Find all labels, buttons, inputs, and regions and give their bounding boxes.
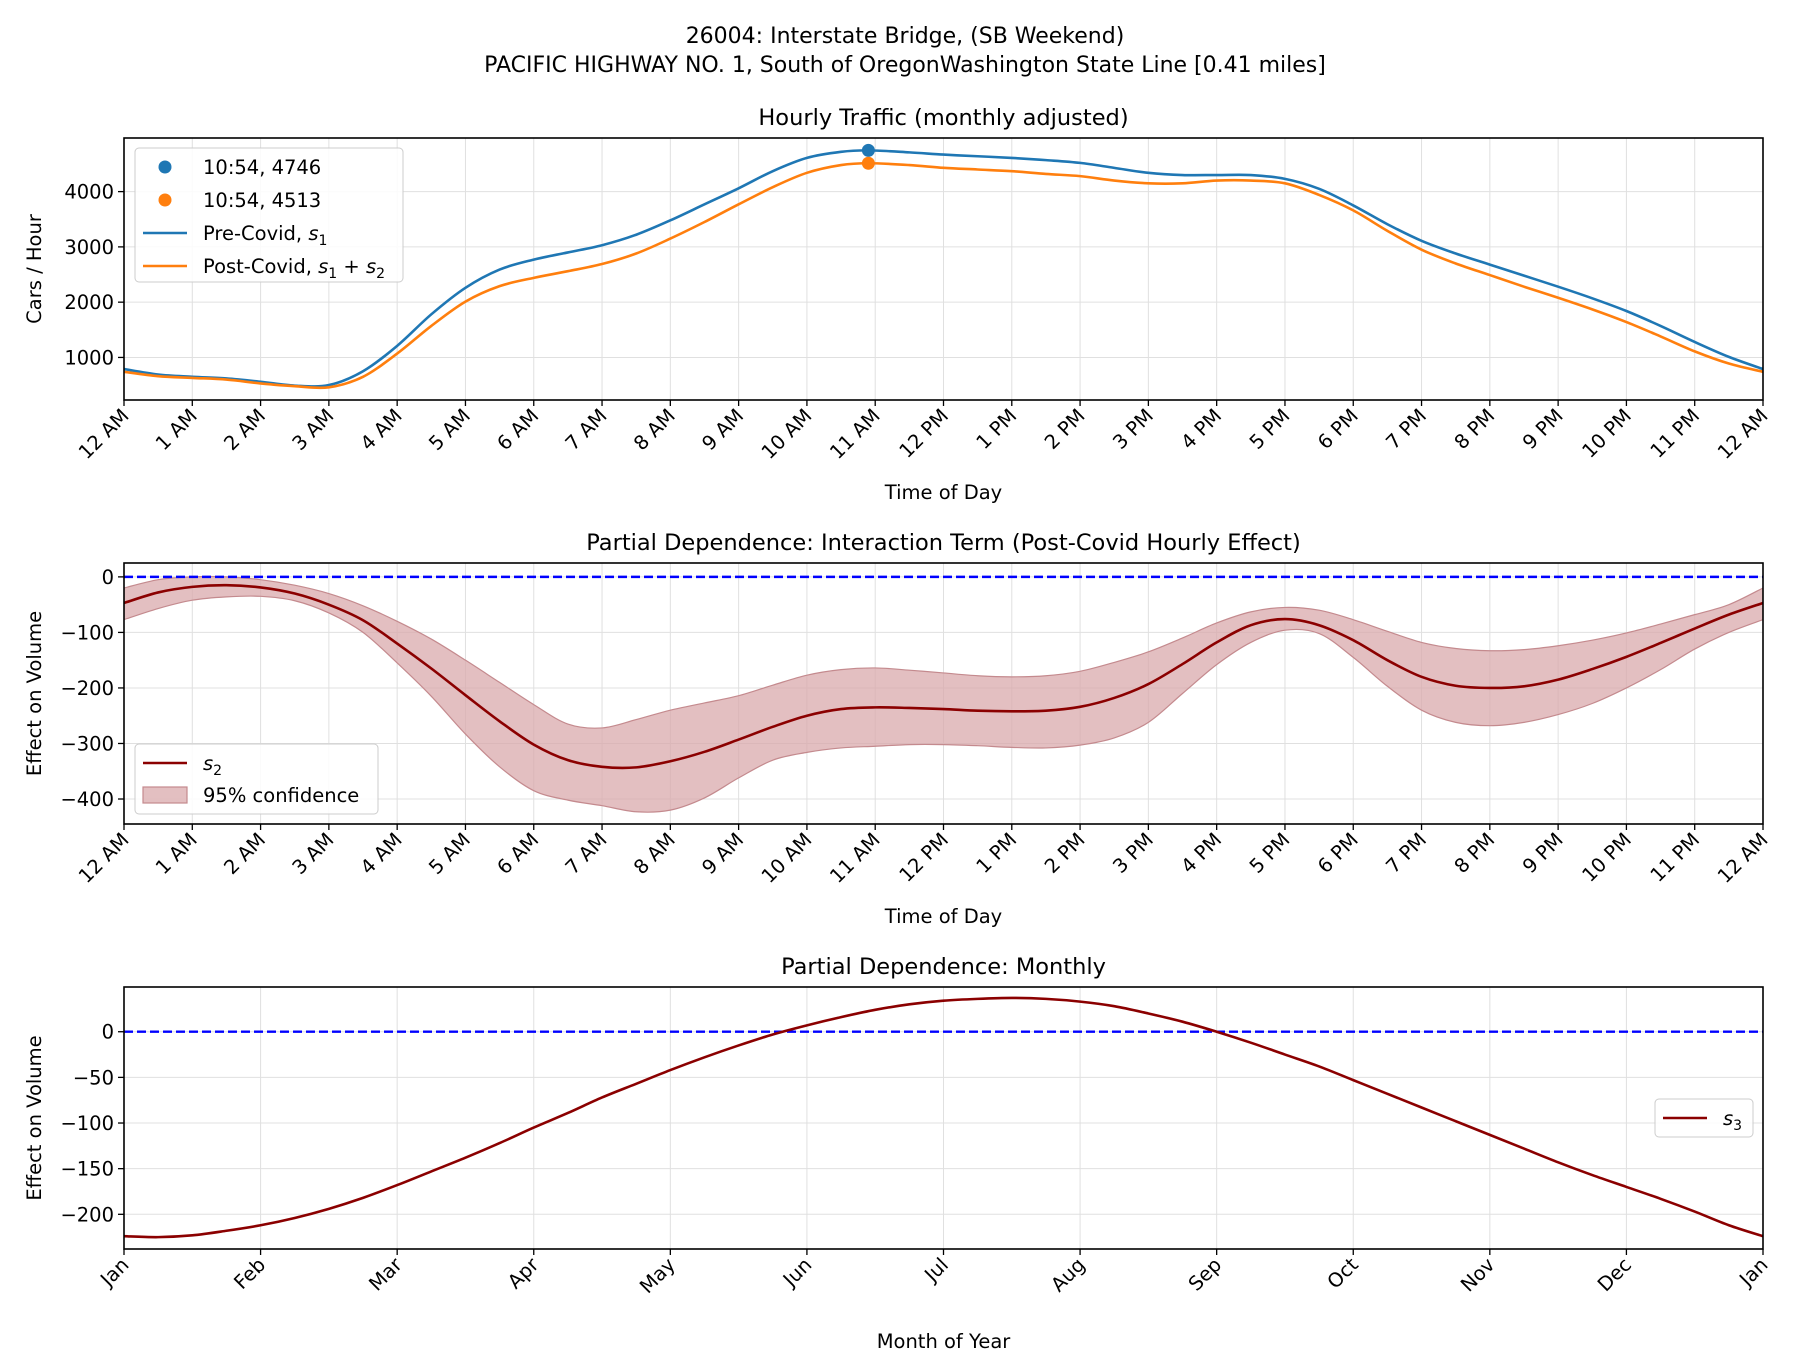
y-tick-label: 0 bbox=[102, 1021, 114, 1044]
y-tick-label: −200 bbox=[60, 1203, 114, 1226]
series-line-1 bbox=[124, 583, 1763, 770]
legend-label-operator: + bbox=[337, 255, 366, 278]
legend-label-subscript: 3 bbox=[1733, 1118, 1742, 1134]
figure-title-line1: 26004: Interstate Bridge, (SB Weekend) bbox=[686, 24, 1125, 49]
legend-label-subscript: 2 bbox=[213, 763, 222, 779]
legend-box bbox=[134, 147, 404, 283]
legend-label-subscript: 1 bbox=[319, 233, 328, 249]
legend-label: s2 bbox=[203, 752, 222, 779]
y-tick-label: 4000 bbox=[64, 181, 114, 204]
legend-marker bbox=[158, 160, 172, 174]
plot-area bbox=[124, 996, 1763, 1239]
highlight-point-1 bbox=[861, 143, 875, 157]
y-tick-label: −100 bbox=[60, 621, 114, 644]
legend-band-swatch bbox=[142, 786, 188, 804]
legend-label: 10:54, 4513 bbox=[203, 189, 321, 212]
confidence-band bbox=[124, 575, 1763, 813]
x-axis-label: Month of Year bbox=[877, 1330, 1012, 1350]
legend-label: Post-Covid, s1 + s2 bbox=[203, 255, 385, 282]
legend-label-text: Pre-Covid, bbox=[203, 222, 308, 245]
panel-title: Hourly Traffic (monthly adjusted) bbox=[758, 105, 1128, 131]
legend-label-symbol: s bbox=[318, 255, 328, 278]
highlight-point-2 bbox=[861, 156, 875, 170]
series-line-1 bbox=[124, 149, 1763, 388]
panel-title: Partial Dependence: Monthly bbox=[781, 954, 1106, 980]
legend: s3 bbox=[1654, 1098, 1754, 1138]
y-tick-label: −200 bbox=[60, 677, 114, 700]
y-tick-label: 0 bbox=[102, 566, 114, 589]
y-tick-label: −50 bbox=[73, 1066, 114, 1089]
y-tick-label: −400 bbox=[60, 788, 114, 811]
y-tick-label: 3000 bbox=[64, 236, 114, 259]
y-axis-label: Effect on Volume bbox=[23, 1035, 46, 1200]
y-axis-label: Cars / Hour bbox=[23, 213, 46, 324]
legend: s2 95% confidence bbox=[134, 743, 379, 815]
legend-label-symbol: s bbox=[1723, 1107, 1733, 1130]
legend-label-subscript: 1 bbox=[328, 266, 337, 282]
legend-label-subscript: 2 bbox=[376, 266, 385, 282]
series-line-1 bbox=[124, 996, 1763, 1239]
series-line-2 bbox=[124, 161, 1763, 390]
plot-area bbox=[124, 149, 1763, 390]
y-axis-label: Effect on Volume bbox=[23, 611, 46, 776]
x-axis-label: Time of Day bbox=[884, 481, 1002, 504]
y-tick-label: 1000 bbox=[64, 346, 114, 369]
y-tick-label: −100 bbox=[60, 1112, 114, 1135]
legend-label: 95% confidence bbox=[203, 784, 359, 807]
legend-box bbox=[134, 743, 379, 815]
legend-label: Pre-Covid, s1 bbox=[203, 222, 327, 249]
y-tick-label: −150 bbox=[60, 1158, 114, 1181]
legend-label-symbol: s bbox=[366, 255, 376, 278]
legend-marker bbox=[158, 193, 172, 207]
legend-label: 10:54, 4746 bbox=[203, 156, 321, 179]
legend-label-text: Post-Covid, bbox=[203, 255, 318, 278]
legend-label-symbol: s bbox=[203, 752, 213, 775]
legend-label: s3 bbox=[1723, 1107, 1742, 1134]
figure-title-line2: PACIFIC HIGHWAY NO. 1, South of OregonWa… bbox=[484, 53, 1326, 78]
x-axis-label: Time of Day bbox=[884, 905, 1002, 928]
y-tick-label: 2000 bbox=[64, 291, 114, 314]
legend-label-symbol: s bbox=[308, 222, 318, 245]
y-tick-label: −300 bbox=[60, 732, 114, 755]
panel-title: Partial Dependence: Interaction Term (Po… bbox=[586, 530, 1301, 556]
plot-area bbox=[124, 575, 1763, 813]
